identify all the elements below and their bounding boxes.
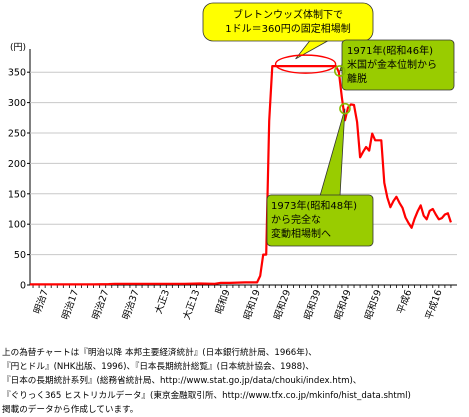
y-tick-label: 150 (8, 189, 26, 200)
x-tick-label: 明治17 (59, 288, 81, 321)
highlight-circle (334, 65, 346, 77)
x-tick-label: 明治37 (120, 288, 142, 321)
x-tick-label: 明治27 (90, 288, 112, 321)
callout-text: 米国が金本位制から (347, 58, 437, 71)
callout-box (266, 194, 374, 247)
caption-line: 上の為替チャートは『明治以降 本邦主要経済統計』(日本銀行統計局、1966年)、 (2, 348, 317, 358)
x-tick-label: 昭和9 (214, 288, 233, 315)
y-tick-label: 250 (8, 129, 26, 140)
x-tick-labels: 明治7 明治17 明治27 明治37 大正3 大正13 昭和9 昭和19 昭和29 昭和39 昭和4… (31, 288, 445, 321)
y-tick-label: 200 (8, 159, 26, 170)
series-layer (30, 64, 452, 286)
y-axis-unit-label: (円) (10, 42, 26, 53)
caption-line: 掲載のデータから作成しています。 (2, 404, 139, 415)
callout-box (202, 2, 374, 42)
y-tick-label: 300 (8, 98, 26, 109)
highlight-ellipse (274, 54, 337, 74)
callout-text: ブレトンウッズ体制下で (233, 8, 343, 21)
x-tick-label: 昭和19 (242, 288, 263, 321)
x-tick-label: 昭和49 (333, 288, 354, 321)
callout-text: 1971年(昭和46年) (347, 44, 433, 57)
callout-box (341, 39, 455, 91)
caption-line: 『円とドル』(NHK出版、1996)、『日本長期統計総覧』(日本統計協会、198… (2, 362, 315, 373)
x-tick-label: 昭和59 (363, 288, 384, 321)
callout-text: から完全な (271, 213, 321, 226)
callout-pointer (319, 108, 346, 197)
x-tick-label: 平成16 (423, 288, 445, 321)
exchange-rate-chart: (円) 0 50 100 150 200 250 300 350 明治7 明治17 明治27 明治3… (8, 2, 457, 321)
y-tick-labels: 0 50 100 150 200 250 300 350 (8, 68, 26, 292)
highlight-circle (339, 102, 351, 115)
caption-line: 『ぐりっく365 ヒストリカルデータ』(東京金融取引所、http://www.t… (2, 390, 411, 401)
callout-text: 離脱 (347, 72, 367, 85)
source-caption: 上の為替チャートは『明治以降 本邦主要経済統計』(日本銀行統計局、1966年)、… (2, 346, 468, 417)
callout-text: 1973年(昭和48年) (271, 199, 357, 212)
x-tick-label: 昭和39 (303, 288, 324, 321)
y-tick-label: 0 (20, 281, 26, 292)
y-tick-label: 100 (8, 220, 26, 231)
callout-text: 変動相場制へ (271, 227, 331, 240)
x-tick-label: 大正13 (180, 288, 202, 321)
x-tick-label: 大正3 (152, 288, 172, 316)
caption-line: 『日本の長期統計系列』(総務省統計局、http://www.stat.go.jp… (2, 376, 362, 387)
y-tick-label: 350 (8, 68, 26, 79)
callout-text: 1ドル＝360円の固定相場制 (225, 22, 350, 35)
x-tick-label: 明治7 (31, 288, 51, 316)
exchange-rate-line (30, 64, 452, 286)
x-tick-label: 昭和29 (272, 288, 293, 321)
y-tick-label: 50 (14, 250, 26, 261)
x-tick-label: 平成6 (395, 288, 415, 316)
